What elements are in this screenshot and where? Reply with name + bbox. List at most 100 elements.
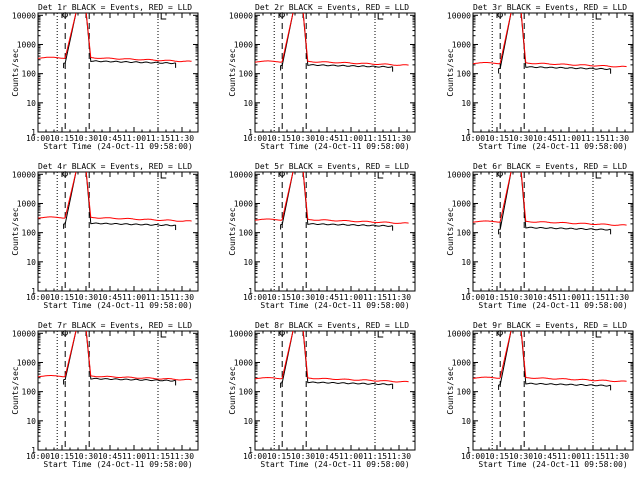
x-tick-label: 10:15 xyxy=(267,134,291,143)
plot-frame xyxy=(37,12,199,133)
plot-frame xyxy=(472,12,634,133)
y-tick-label: 1000 xyxy=(17,358,36,367)
x-tick-label: 11:15 xyxy=(363,293,387,302)
panel-det-2r: 1 10 100 1000 10000 10:00 10:15 10:30 10:45 11:00… xyxy=(228,3,416,151)
x-tick-label: 10:45 xyxy=(315,293,339,302)
y-tick-label: 10000 xyxy=(12,329,36,338)
plot-frame xyxy=(37,330,199,451)
x-tick-label: 11:00 xyxy=(557,452,581,461)
x-tick-label: 10:15 xyxy=(50,134,74,143)
plot-frame xyxy=(254,330,416,451)
lld-series-line xyxy=(255,13,409,66)
x-axis-label: Start Time (24-Oct-11 09:58:00) xyxy=(43,301,192,310)
y-tick-label: 10 xyxy=(26,417,36,426)
x-tick-label: 10:30 xyxy=(74,134,98,143)
attenuator-marker xyxy=(279,171,285,177)
x-tick-label: 10:00 xyxy=(461,452,485,461)
x-tick-label: 11:00 xyxy=(339,134,363,143)
y-tick-label: 1 xyxy=(248,446,253,455)
decimation-marker xyxy=(377,331,384,338)
attenuator-marker xyxy=(497,330,503,336)
x-tick-label: 11:30 xyxy=(605,293,629,302)
x-tick-label: 10:15 xyxy=(485,134,509,143)
y-tick-label: 10000 xyxy=(447,170,471,179)
y-tick-label: 10 xyxy=(243,258,253,267)
x-tick-label: 10:00 xyxy=(26,134,50,143)
y-tick-label: 1000 xyxy=(17,199,36,208)
lld-series-line xyxy=(473,331,627,383)
x-tick-label: 10:30 xyxy=(291,134,315,143)
y-tick-label: 10 xyxy=(26,258,36,267)
plot-frame xyxy=(254,171,416,292)
x-tick-label: 11:00 xyxy=(557,134,581,143)
events-series-line xyxy=(498,172,611,231)
attenuator-marker xyxy=(62,12,68,18)
events-series-line xyxy=(280,172,393,227)
y-tick-label: 1000 xyxy=(234,199,253,208)
x-tick-label: 11:15 xyxy=(581,452,605,461)
x-tick-label: 10:45 xyxy=(98,293,122,302)
y-tick-label: 10 xyxy=(26,99,36,108)
decimation-marker xyxy=(595,13,602,20)
y-tick-label: 10 xyxy=(243,99,253,108)
y-tick-label: 10000 xyxy=(12,170,36,179)
x-tick-label: 11:15 xyxy=(146,293,170,302)
x-tick-label: 10:30 xyxy=(74,293,98,302)
panel-det-8r: 1 10 100 1000 10000 10:00 10:15 10:30 10:45 11:00… xyxy=(228,321,416,469)
y-axis-label: Counts/sec xyxy=(11,207,20,255)
panel-title: Det 9r BLACK = Events, RED = LLD xyxy=(473,321,627,330)
attenuator-marker xyxy=(62,171,68,177)
events-series-line xyxy=(498,13,611,71)
plot-frame xyxy=(254,12,416,133)
y-tick-label: 100 xyxy=(22,229,37,238)
y-axis-label: Counts/sec xyxy=(228,48,237,96)
x-axis-label: Start Time (24-Oct-11 09:58:00) xyxy=(478,301,627,310)
x-tick-label: 11:00 xyxy=(122,134,146,143)
events-series-line xyxy=(63,331,176,382)
x-tick-label: 10:30 xyxy=(74,452,98,461)
y-tick-label: 10 xyxy=(461,99,471,108)
attenuator-marker xyxy=(497,171,503,177)
plot-frame xyxy=(472,171,634,292)
x-tick-label: 11:15 xyxy=(363,452,387,461)
decimation-marker xyxy=(160,331,167,338)
x-tick-label: 10:00 xyxy=(461,134,485,143)
events-series-line xyxy=(280,13,393,68)
x-tick-label: 10:15 xyxy=(50,293,74,302)
x-tick-label: 11:00 xyxy=(339,293,363,302)
x-tick-label: 10:00 xyxy=(26,452,50,461)
lld-series-line xyxy=(255,331,409,383)
y-axis-label: Counts/sec xyxy=(228,207,237,255)
x-tick-label: 11:00 xyxy=(557,293,581,302)
y-tick-label: 10000 xyxy=(447,11,471,20)
panel-det-7r: 1 10 100 1000 10000 10:00 10:15 10:30 10:45 11:00… xyxy=(11,321,199,469)
y-axis-label: Counts/sec xyxy=(228,366,237,414)
y-axis-label: Counts/sec xyxy=(446,207,455,255)
x-tick-label: 11:30 xyxy=(387,452,411,461)
x-axis-label: Start Time (24-Oct-11 09:58:00) xyxy=(43,460,192,469)
decimation-marker xyxy=(595,172,602,179)
panel-title: Det 1r BLACK = Events, RED = LLD xyxy=(38,3,192,12)
y-tick-label: 10000 xyxy=(447,329,471,338)
x-tick-label: 10:00 xyxy=(26,293,50,302)
x-axis-label: Start Time (24-Oct-11 09:58:00) xyxy=(478,460,627,469)
lld-series-line xyxy=(473,172,627,226)
y-axis-label: Counts/sec xyxy=(446,366,455,414)
x-tick-label: 11:30 xyxy=(605,134,629,143)
x-tick-label: 10:15 xyxy=(50,452,74,461)
attenuator-marker xyxy=(279,12,285,18)
x-tick-label: 10:15 xyxy=(267,293,291,302)
y-tick-label: 1 xyxy=(248,287,253,296)
decimation-marker xyxy=(377,13,384,20)
y-tick-label: 10000 xyxy=(229,329,253,338)
panel-det-6r: 1 10 100 1000 10000 10:00 10:15 10:30 10:45 11:00… xyxy=(446,162,634,310)
x-axis-label: Start Time (24-Oct-11 09:58:00) xyxy=(478,142,627,151)
panel-title: Det 3r BLACK = Events, RED = LLD xyxy=(473,3,627,12)
x-tick-label: 11:00 xyxy=(122,452,146,461)
x-tick-label: 10:00 xyxy=(243,293,267,302)
panel-title: Det 6r BLACK = Events, RED = LLD xyxy=(473,162,627,171)
x-tick-label: 10:45 xyxy=(98,452,122,461)
lld-series-line xyxy=(38,331,192,381)
y-tick-label: 10000 xyxy=(229,170,253,179)
x-axis-label: Start Time (24-Oct-11 09:58:00) xyxy=(260,460,409,469)
